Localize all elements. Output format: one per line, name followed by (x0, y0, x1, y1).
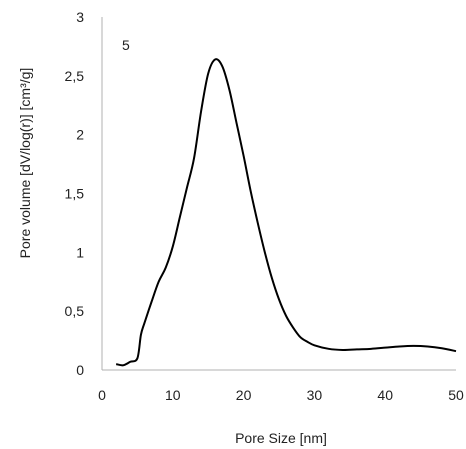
series-line (115, 58, 457, 367)
y-tick-label: 1,5 (65, 186, 85, 202)
x-tick-labels: 0 10 20 30 40 50 (98, 387, 464, 403)
x-tick-label: 10 (165, 387, 181, 403)
x-tick-label: 50 (448, 387, 464, 403)
y-tick-label: 3 (76, 9, 84, 25)
y-tick-label: 1 (76, 244, 84, 260)
y-tick-label: 2 (76, 127, 84, 143)
chart-annotation: 5 (122, 37, 130, 53)
x-tick-label: 0 (98, 387, 106, 403)
x-tick-label: 40 (377, 387, 393, 403)
x-tick-label: 30 (307, 387, 323, 403)
y-tick-label: 2,5 (65, 68, 85, 84)
y-tick-label: 0,5 (65, 303, 85, 319)
y-tick-label: 0 (76, 362, 84, 378)
y-tick-labels: 0 0,5 1 1,5 2 2,5 3 (65, 9, 85, 378)
x-tick-label: 20 (236, 387, 252, 403)
y-axis-label: Pore volume [dV/log(r)] [cm³/g] (17, 68, 33, 259)
x-axis-label: Pore Size [nm] (235, 430, 327, 446)
